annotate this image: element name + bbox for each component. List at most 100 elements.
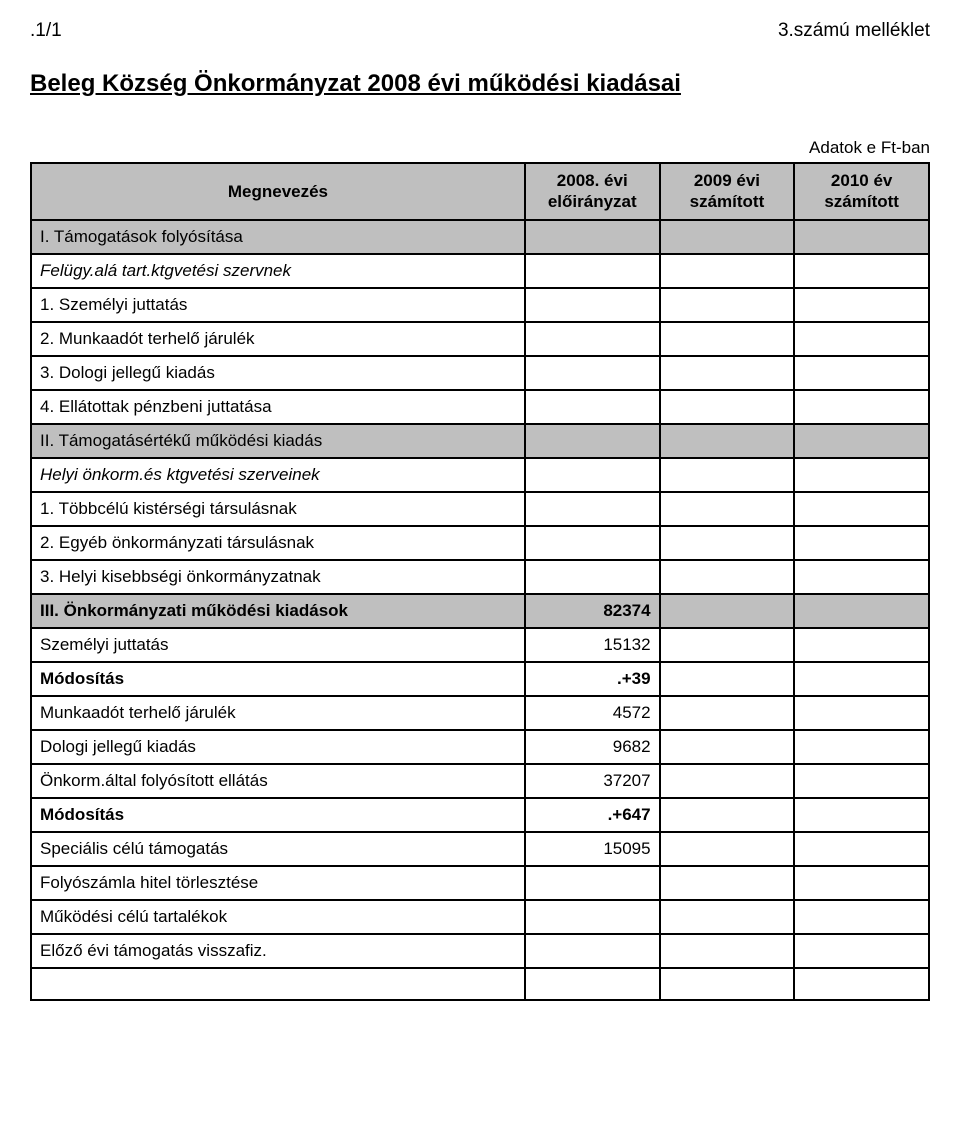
table-body: I. Támogatások folyósításaFelügy.alá tar… — [31, 220, 929, 1000]
row-label: Dologi jellegű kiadás — [31, 730, 525, 764]
table-row: Módosítás.+39 — [31, 662, 929, 696]
row-value — [794, 900, 929, 934]
row-value — [794, 764, 929, 798]
col-2010: 2010 év számított — [794, 163, 929, 220]
row-label: Működési célú tartalékok — [31, 900, 525, 934]
table-row: II. Támogatásértékű működési kiadás — [31, 424, 929, 458]
table-row: Felügy.alá tart.ktgvetési szervnek — [31, 254, 929, 288]
table-row: Speciális célú támogatás15095 — [31, 832, 929, 866]
row-value — [660, 628, 795, 662]
row-value — [794, 730, 929, 764]
document-title: Beleg Község Önkormányzat 2008 évi működ… — [30, 70, 930, 98]
col-2008-line2: előirányzat — [548, 192, 637, 211]
row-value: .+647 — [525, 798, 660, 832]
row-value — [794, 866, 929, 900]
row-value — [525, 968, 660, 1000]
row-label: I. Támogatások folyósítása — [31, 220, 525, 254]
page-number: .1/1 — [30, 20, 62, 42]
col-2010-line1: 2010 év — [831, 171, 892, 190]
row-value — [660, 594, 795, 628]
table-row: Munkaadót terhelő járulék4572 — [31, 696, 929, 730]
row-value — [525, 900, 660, 934]
col-megnevezes: Megnevezés — [31, 163, 525, 220]
row-label: 1. Személyi juttatás — [31, 288, 525, 322]
row-value — [794, 560, 929, 594]
row-value — [660, 730, 795, 764]
row-value — [525, 322, 660, 356]
row-value — [794, 424, 929, 458]
row-value — [794, 832, 929, 866]
table-row: Önkorm.által folyósított ellátás37207 — [31, 764, 929, 798]
row-value — [525, 526, 660, 560]
row-label: III. Önkormányzati működési kiadások — [31, 594, 525, 628]
row-value: 4572 — [525, 696, 660, 730]
row-value — [660, 866, 795, 900]
row-value — [660, 764, 795, 798]
row-value — [794, 696, 929, 730]
row-value — [660, 322, 795, 356]
table-row: Módosítás.+647 — [31, 798, 929, 832]
row-value: 82374 — [525, 594, 660, 628]
row-label: 3. Dologi jellegű kiadás — [31, 356, 525, 390]
row-label: Előző évi támogatás visszafiz. — [31, 934, 525, 968]
row-value — [794, 288, 929, 322]
row-label: 1. Többcélú kistérségi társulásnak — [31, 492, 525, 526]
row-value — [794, 390, 929, 424]
table-row: 2. Munkaadót terhelő járulék — [31, 322, 929, 356]
table-row — [31, 968, 929, 1000]
row-value — [660, 798, 795, 832]
row-value — [660, 968, 795, 1000]
row-label: Módosítás — [31, 798, 525, 832]
row-value — [660, 458, 795, 492]
table-row: 3. Dologi jellegű kiadás — [31, 356, 929, 390]
row-value — [525, 424, 660, 458]
row-value — [794, 968, 929, 1000]
attachment-label: 3.számú melléklet — [778, 20, 930, 42]
table-row: Helyi önkorm.és ktgvetési szerveinek — [31, 458, 929, 492]
row-label: II. Támogatásértékű működési kiadás — [31, 424, 525, 458]
row-value — [660, 254, 795, 288]
row-value — [660, 934, 795, 968]
row-value — [794, 356, 929, 390]
col-2010-line2: számított — [824, 192, 899, 211]
col-2009-line2: számított — [690, 192, 765, 211]
table-row: Folyószámla hitel törlesztése — [31, 866, 929, 900]
row-value — [525, 254, 660, 288]
row-label: Személyi juttatás — [31, 628, 525, 662]
row-value: 37207 — [525, 764, 660, 798]
unit-label: Adatok e Ft-ban — [30, 138, 930, 158]
row-value — [525, 458, 660, 492]
row-label: 2. Munkaadót terhelő járulék — [31, 322, 525, 356]
table-row: 3. Helyi kisebbségi önkormányzatnak — [31, 560, 929, 594]
row-value: 15132 — [525, 628, 660, 662]
row-label: Helyi önkorm.és ktgvetési szerveinek — [31, 458, 525, 492]
table-row: 2. Egyéb önkormányzati társulásnak — [31, 526, 929, 560]
row-label — [31, 968, 525, 1000]
row-value — [525, 356, 660, 390]
row-label: Önkorm.által folyósított ellátás — [31, 764, 525, 798]
row-value — [660, 220, 795, 254]
page-header: .1/1 3.számú melléklet — [30, 20, 930, 42]
row-value — [794, 662, 929, 696]
row-value — [525, 934, 660, 968]
budget-table: Megnevezés 2008. évi előirányzat 2009 év… — [30, 162, 930, 1001]
row-value — [660, 696, 795, 730]
row-value: 15095 — [525, 832, 660, 866]
row-label: 4. Ellátottak pénzbeni juttatása — [31, 390, 525, 424]
table-row: Személyi juttatás15132 — [31, 628, 929, 662]
table-row: III. Önkormányzati működési kiadások8237… — [31, 594, 929, 628]
row-value — [660, 288, 795, 322]
table-header-row: Megnevezés 2008. évi előirányzat 2009 év… — [31, 163, 929, 220]
row-value — [660, 662, 795, 696]
row-value — [660, 390, 795, 424]
row-value — [794, 594, 929, 628]
row-label: Felügy.alá tart.ktgvetési szervnek — [31, 254, 525, 288]
table-row: 1. Többcélú kistérségi társulásnak — [31, 492, 929, 526]
row-value — [794, 492, 929, 526]
row-value — [794, 934, 929, 968]
row-value — [660, 560, 795, 594]
row-value: 9682 — [525, 730, 660, 764]
row-label: 2. Egyéb önkormányzati társulásnak — [31, 526, 525, 560]
row-value — [525, 288, 660, 322]
row-value — [794, 458, 929, 492]
